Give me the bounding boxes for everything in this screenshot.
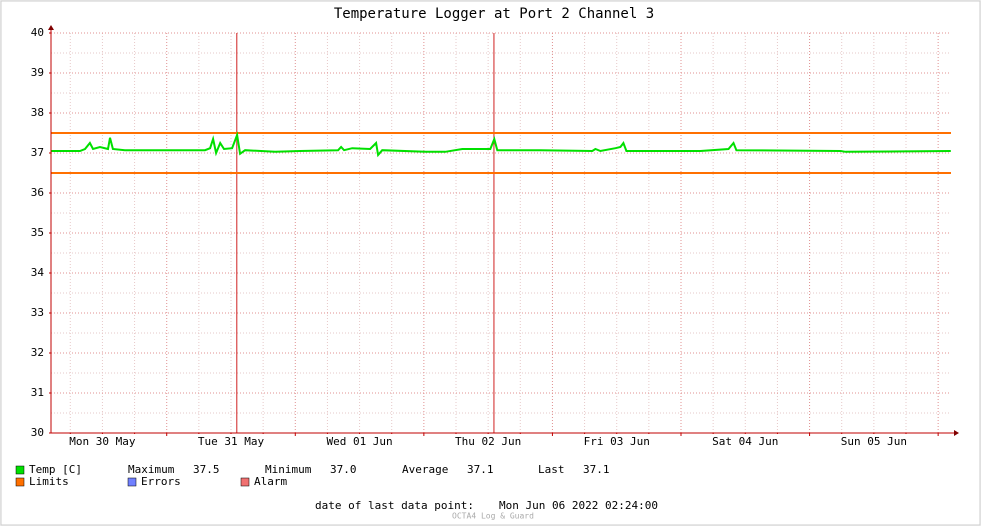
legend-swatch — [15, 465, 25, 475]
x-tick-label: Thu 02 Jun — [455, 435, 521, 448]
x-tick-label: Sun 05 Jun — [841, 435, 907, 448]
y-tick-label: 34 — [31, 266, 45, 279]
x-axis-arrow — [954, 430, 959, 436]
stat-value: 37.0 — [330, 463, 357, 476]
stat-value: 37.5 — [193, 463, 220, 476]
labels: 30 31 32 33 34 35 36 37 38 39 40 Mon 30 May Tue 31 M… — [15, 25, 959, 521]
y-axis-arrow — [48, 25, 54, 30]
footer-value: Mon Jun 06 2022 02:24:00 — [499, 499, 658, 512]
legend-swatch — [127, 477, 137, 487]
stat-value: 37.1 — [467, 463, 494, 476]
stat-value: 37.1 — [583, 463, 610, 476]
stat-name: Minimum — [265, 463, 312, 476]
y-tick-label: 33 — [31, 306, 44, 319]
x-tick-label: Wed 01 Jun — [326, 435, 392, 448]
x-tick-label: Sat 04 Jun — [712, 435, 778, 448]
legend-swatch — [240, 477, 250, 487]
x-tick-label: Mon 30 May — [69, 435, 136, 448]
watermark: OCTA4 Log & Guard — [452, 512, 534, 521]
footer-label: date of last data point: — [315, 499, 474, 512]
y-tick-label: 30 — [31, 426, 44, 439]
legend-label: Alarm — [254, 475, 287, 488]
x-tick-label: Tue 31 May — [198, 435, 265, 448]
chart-title: Temperature Logger at Port 2 Channel 3 — [334, 6, 654, 22]
legend-label: Temp [C] — [29, 463, 82, 476]
marks — [51, 33, 951, 433]
y-tick-label: 36 — [31, 186, 44, 199]
temp-line — [51, 131, 951, 158]
stat-name: Last — [538, 463, 565, 476]
legend-swatch — [15, 477, 25, 487]
y-tick-label: 32 — [31, 346, 44, 359]
y-tick-label: 35 — [31, 226, 44, 239]
legend-label: Errors — [141, 475, 181, 488]
stat-name: Maximum — [128, 463, 175, 476]
x-tick-label: Fri 03 Jun — [584, 435, 650, 448]
y-tick-label: 40 — [31, 26, 44, 39]
y-tick-label: 38 — [31, 106, 44, 119]
legend-label: Limits — [29, 475, 69, 488]
y-tick-label: 39 — [31, 66, 44, 79]
stat-name: Average — [402, 463, 448, 476]
y-tick-label: 37 — [31, 146, 44, 159]
y-tick-label: 31 — [31, 386, 44, 399]
